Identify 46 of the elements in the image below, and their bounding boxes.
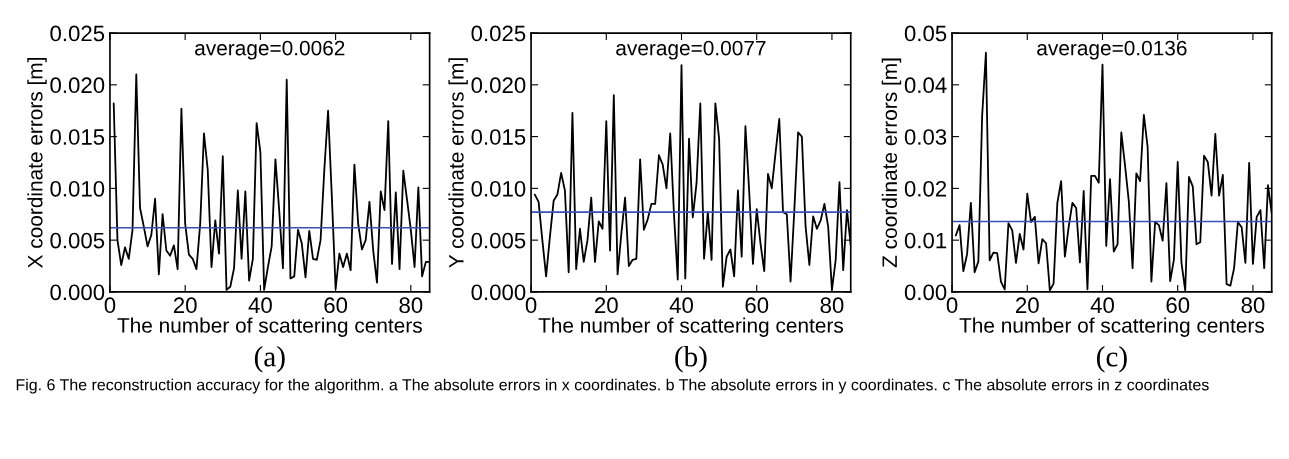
text: (c): [1096, 346, 1127, 373]
y-tick-label: 0.025: [50, 25, 105, 42]
x-tick-label: 40: [1090, 297, 1114, 314]
x-tick-label: 40: [248, 297, 272, 314]
y-tick-label: 0.005: [471, 232, 526, 249]
y-tick-label: 0.015: [471, 129, 526, 145]
y-tick-label: 0.015: [50, 129, 105, 145]
x-tick-label: 20: [595, 297, 618, 314]
x-axis-title: The number of scattering centers: [538, 317, 844, 337]
x-axis-title: The number of scattering centers: [117, 317, 422, 337]
y-tick-label: 0.020: [471, 77, 526, 94]
x-tick-label: 40: [669, 297, 693, 314]
x-tick-label: 60: [324, 297, 348, 314]
text: (b): [675, 346, 707, 373]
y-tick-label: 0.04: [904, 77, 947, 94]
x-tick-label: 0: [525, 297, 537, 314]
y-tick-label: 0.03: [904, 129, 947, 145]
x-tick-label: 20: [1016, 297, 1039, 314]
y-tick-label: 0.010: [50, 180, 105, 197]
annotation: average=0.0136: [1037, 40, 1187, 60]
y-tick-label: 0.000: [471, 284, 526, 301]
y-tick-label: 0.05: [904, 25, 947, 42]
x-tick-label: 80: [820, 297, 844, 314]
caption: Fig. 6 The reconstruction accuracy for the algorithm. a The absolute errors in x coordinates. b The absolute errors in y coordinates. c The absolute errors in z coordinates: [16, 378, 1209, 394]
x-tick-label: 20: [173, 297, 197, 314]
annotation: average=0.0077: [616, 40, 766, 60]
x-tick-label: 0: [104, 297, 116, 314]
x-tick-label: 80: [399, 297, 423, 314]
x-tick-label: 80: [1241, 297, 1265, 314]
y-tick-label: 0.025: [471, 25, 526, 42]
y-axis-title: Z coordinate errors [m]: [881, 58, 902, 268]
x-tick-label: 0: [946, 297, 958, 314]
y-tick-label: 0.00: [904, 284, 947, 301]
x-tick-label: 60: [745, 297, 769, 314]
y-axis-title: X coordinate errors [m]: [27, 58, 47, 268]
y-tick-label: 0.020: [50, 77, 105, 94]
y-tick-label: 0.010: [471, 180, 526, 197]
y-tick-label: 0.01: [904, 232, 947, 249]
x-axis-title: The number of scattering centers: [959, 317, 1264, 337]
y-axis-title: Y coordinate errors [m]: [448, 58, 468, 268]
y-tick-label: 0.005: [50, 232, 105, 249]
y-tick-label: 0.02: [904, 180, 947, 197]
text: (a): [254, 346, 285, 373]
x-tick-label: 60: [1166, 297, 1190, 314]
y-tick-label: 0.000: [50, 284, 105, 301]
annotation: average=0.0062: [195, 40, 345, 60]
